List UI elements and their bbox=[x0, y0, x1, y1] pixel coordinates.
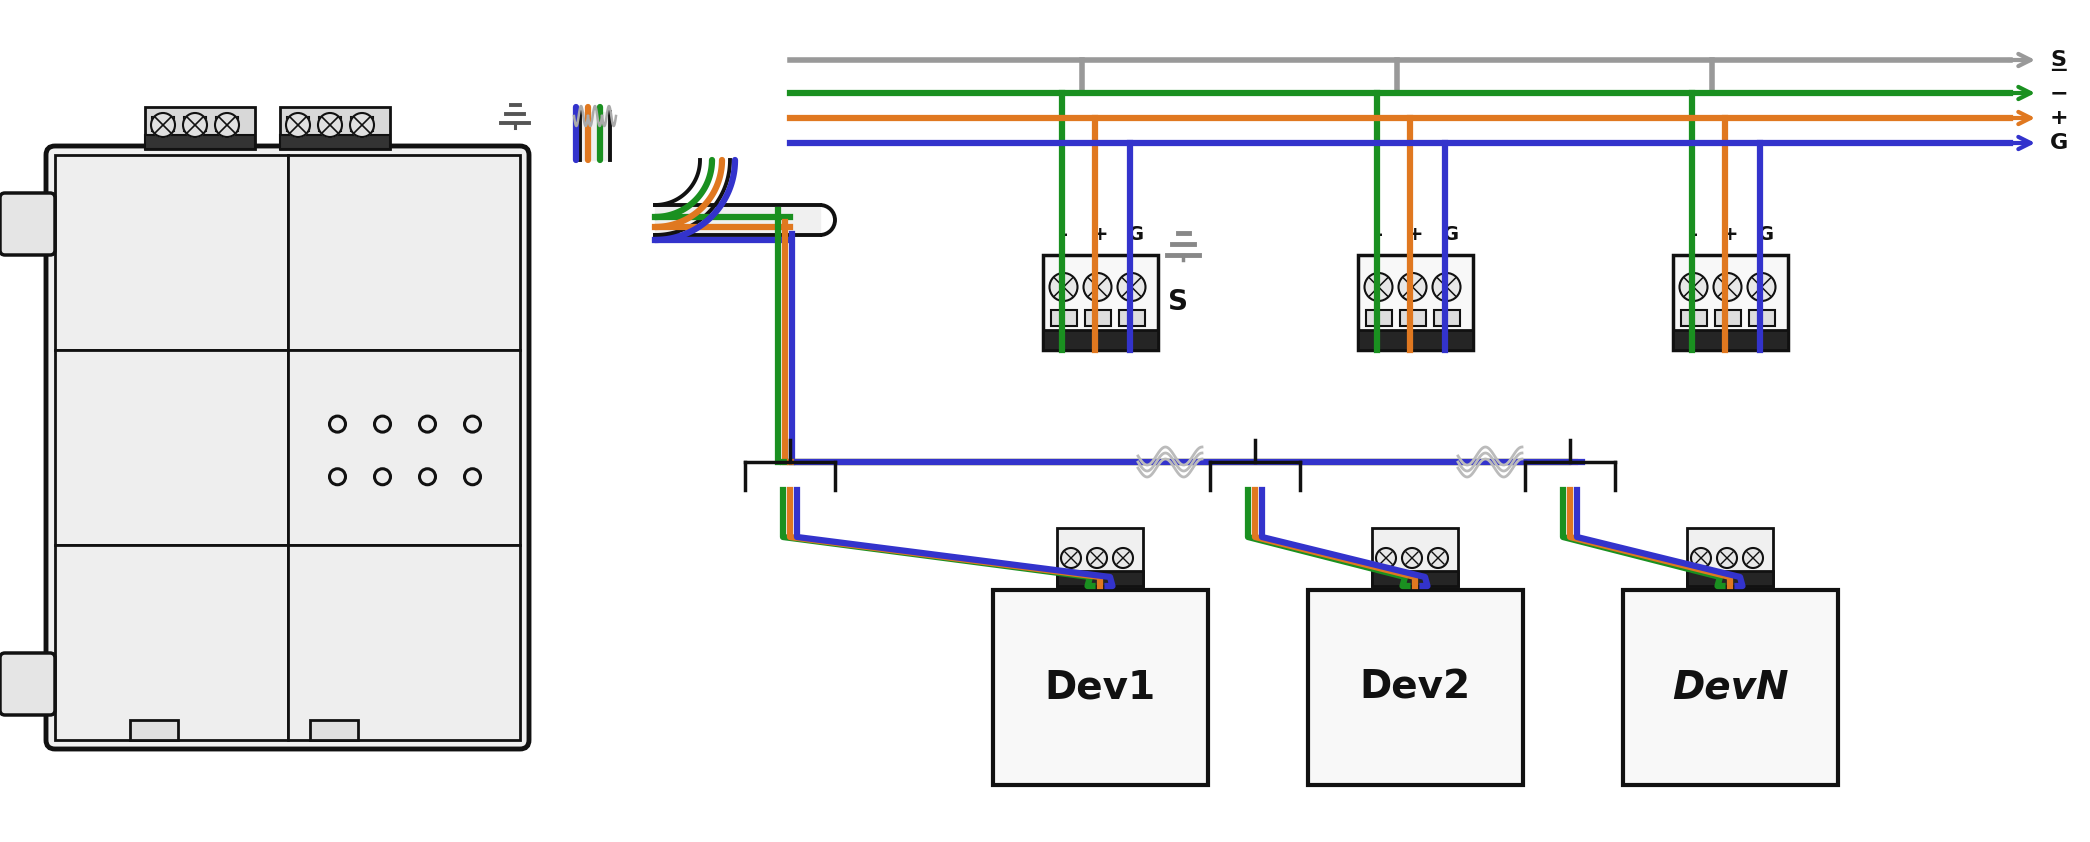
Circle shape bbox=[1714, 273, 1741, 301]
Bar bbox=[1058, 528, 1143, 586]
Text: G: G bbox=[1442, 226, 1459, 244]
Bar bbox=[288, 155, 520, 350]
Bar bbox=[130, 720, 178, 740]
Circle shape bbox=[1402, 548, 1421, 568]
Text: -: - bbox=[1060, 226, 1068, 244]
Bar bbox=[309, 720, 357, 740]
Bar bbox=[1051, 310, 1076, 326]
Bar bbox=[1308, 590, 1522, 785]
Text: −: − bbox=[2050, 83, 2069, 103]
Circle shape bbox=[1398, 273, 1427, 301]
Bar bbox=[153, 117, 173, 131]
Text: G: G bbox=[1129, 226, 1143, 244]
Text: G: G bbox=[1758, 226, 1774, 244]
Bar bbox=[1371, 571, 1459, 586]
Bar bbox=[1672, 255, 1787, 350]
Bar bbox=[288, 350, 520, 545]
Bar bbox=[144, 107, 255, 149]
Bar bbox=[1434, 310, 1459, 326]
Text: -: - bbox=[1375, 226, 1384, 244]
Text: Dev1: Dev1 bbox=[1045, 669, 1156, 706]
Bar bbox=[1672, 330, 1787, 350]
Bar bbox=[1085, 310, 1110, 326]
Circle shape bbox=[150, 113, 176, 137]
Text: +: + bbox=[1722, 226, 1739, 244]
Bar bbox=[1371, 528, 1459, 586]
Text: G: G bbox=[2050, 133, 2069, 153]
Circle shape bbox=[286, 113, 309, 137]
Circle shape bbox=[1365, 273, 1392, 301]
Circle shape bbox=[1427, 548, 1448, 568]
Text: +: + bbox=[1091, 226, 1108, 244]
Circle shape bbox=[1691, 548, 1712, 568]
Text: S: S bbox=[2050, 50, 2067, 70]
Circle shape bbox=[1114, 548, 1133, 568]
Circle shape bbox=[349, 113, 374, 137]
Circle shape bbox=[318, 113, 343, 137]
Bar bbox=[54, 350, 288, 545]
Circle shape bbox=[1747, 273, 1776, 301]
Bar bbox=[54, 545, 288, 740]
Bar bbox=[1058, 571, 1143, 586]
Bar bbox=[286, 117, 309, 131]
Text: +: + bbox=[2050, 108, 2069, 128]
FancyBboxPatch shape bbox=[0, 653, 54, 715]
Bar bbox=[1358, 330, 1473, 350]
Circle shape bbox=[1083, 273, 1112, 301]
Circle shape bbox=[184, 113, 207, 137]
Bar bbox=[1687, 528, 1772, 586]
Text: Dev2: Dev2 bbox=[1358, 669, 1471, 706]
Text: -: - bbox=[1691, 226, 1697, 244]
Bar bbox=[1687, 571, 1772, 586]
Bar bbox=[215, 117, 238, 131]
Bar bbox=[288, 545, 520, 740]
Circle shape bbox=[1743, 548, 1764, 568]
FancyBboxPatch shape bbox=[46, 146, 529, 749]
Circle shape bbox=[1049, 273, 1078, 301]
Bar bbox=[320, 117, 341, 131]
Bar bbox=[1680, 310, 1708, 326]
Circle shape bbox=[1062, 548, 1081, 568]
Circle shape bbox=[1087, 548, 1108, 568]
Bar bbox=[1365, 310, 1392, 326]
Bar bbox=[1118, 310, 1145, 326]
Bar bbox=[1358, 255, 1473, 350]
Circle shape bbox=[1432, 273, 1461, 301]
Bar bbox=[280, 107, 391, 149]
Bar bbox=[1622, 590, 1837, 785]
Circle shape bbox=[1118, 273, 1145, 301]
FancyBboxPatch shape bbox=[0, 193, 54, 255]
Bar bbox=[351, 117, 372, 131]
Circle shape bbox=[1680, 273, 1708, 301]
Text: +: + bbox=[1407, 226, 1423, 244]
Circle shape bbox=[1375, 548, 1396, 568]
Bar bbox=[1043, 255, 1158, 350]
Bar bbox=[144, 135, 255, 149]
Bar bbox=[1400, 310, 1425, 326]
Text: DevΝ: DevΝ bbox=[1672, 669, 1789, 706]
Circle shape bbox=[1718, 548, 1737, 568]
Bar bbox=[280, 135, 391, 149]
Bar bbox=[1043, 330, 1158, 350]
Bar bbox=[54, 155, 288, 350]
Bar bbox=[184, 117, 207, 131]
Circle shape bbox=[215, 113, 238, 137]
Bar bbox=[1714, 310, 1741, 326]
Bar bbox=[1749, 310, 1774, 326]
Bar bbox=[993, 590, 1208, 785]
Text: —: — bbox=[2050, 61, 2067, 79]
Text: S: S bbox=[1168, 288, 1187, 316]
